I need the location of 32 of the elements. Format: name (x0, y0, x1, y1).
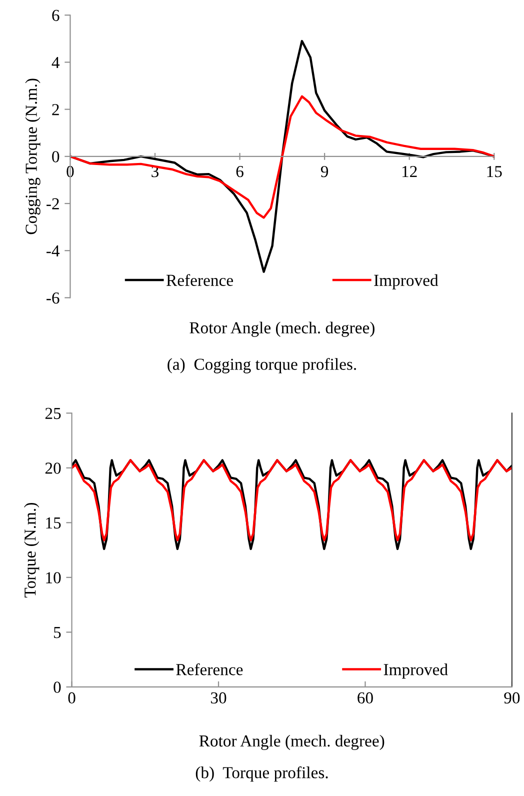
x-tick-label: 12 (402, 166, 417, 178)
x-tick-label: 90 (504, 692, 520, 704)
x-tick-label: 0 (68, 692, 76, 704)
x-tick-label: 9 (320, 166, 328, 178)
y-tick-label: -2 (46, 198, 59, 210)
x-axis-title: Rotor Angle (mech. degree) (199, 734, 384, 750)
x-tick-label: 30 (210, 692, 226, 704)
text: (a) Cogging torque profiles. (168, 358, 356, 374)
x-tick-label: 15 (487, 166, 502, 178)
y-tick-label: 4 (52, 57, 60, 68)
y-tick-label: 10 (46, 572, 61, 584)
x-axis-title: Rotor Angle (mech. degree) (190, 322, 374, 337)
y-axis-title: Cogging Torque (N.m.) (25, 78, 40, 234)
y-tick-label: 0 (54, 682, 61, 693)
y-tick-label: 5 (54, 627, 61, 638)
y-tick-label: -4 (46, 245, 60, 256)
legend-label: Reference (166, 274, 233, 286)
text: (b) Torque profiles. (196, 766, 328, 782)
y-tick-label: 20 (45, 462, 61, 474)
y-tick-label: 0 (52, 151, 60, 162)
legend-label: Improved (374, 274, 438, 290)
x-tick-label: 0 (66, 166, 74, 178)
x-tick-label: 60 (358, 692, 373, 704)
y-tick-label: 6 (52, 10, 60, 22)
y-tick-label: 25 (45, 408, 61, 420)
y-axis-title: Torque (N.m.) (24, 502, 40, 598)
x-tick-label: 6 (236, 166, 244, 178)
legend-label: Reference (176, 663, 243, 676)
legend-label: Improved (384, 664, 448, 679)
y-tick-label: 2 (52, 104, 59, 116)
y-tick-label: 15 (46, 517, 61, 529)
y-tick-label: -6 (46, 292, 60, 304)
